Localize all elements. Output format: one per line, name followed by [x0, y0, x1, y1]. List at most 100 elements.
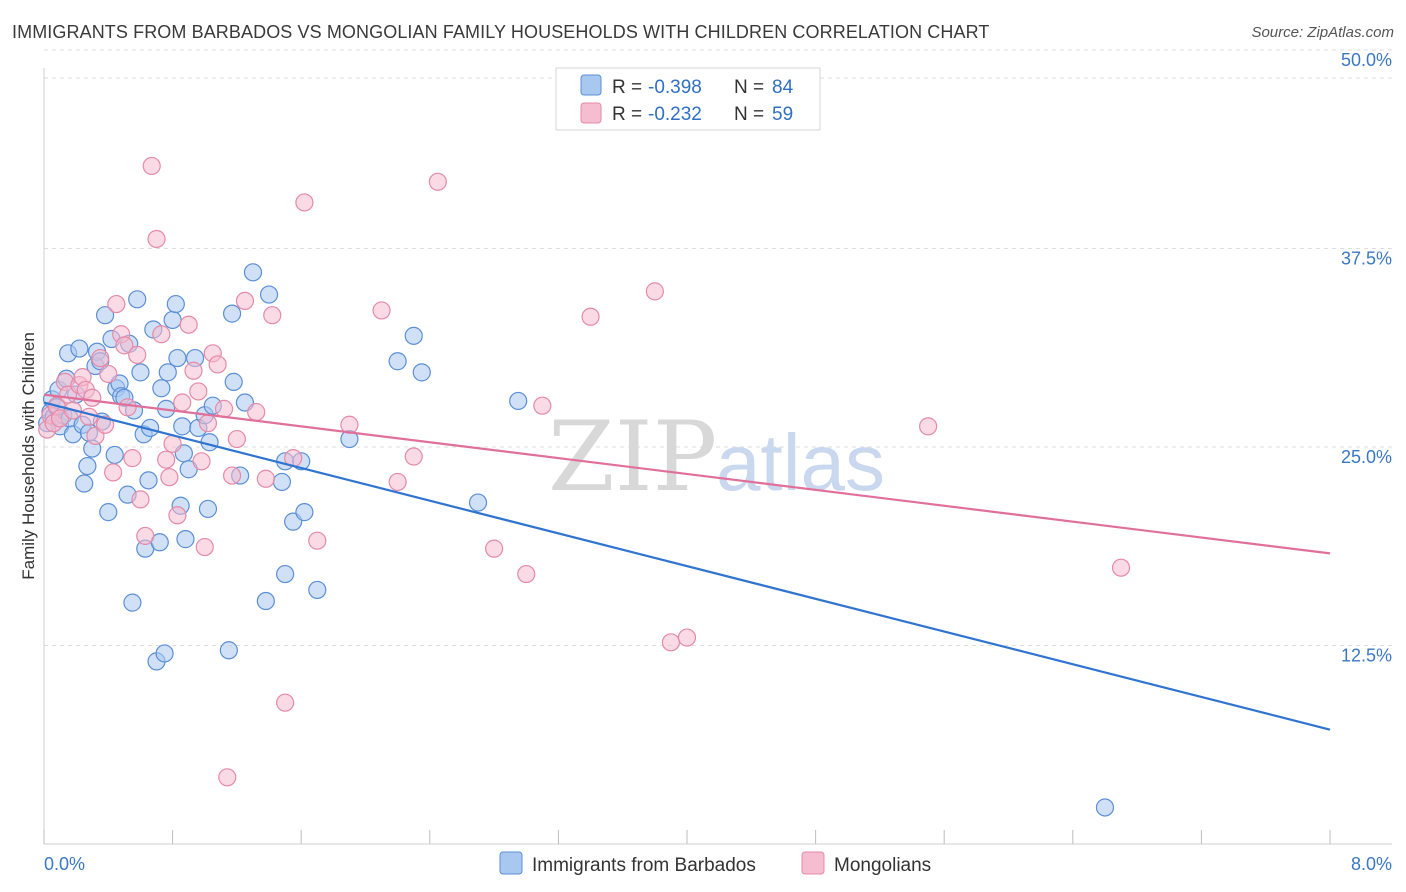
point-barbados: [99, 503, 118, 522]
point-mongolians: [295, 193, 314, 212]
x-ticks: [43, 830, 1331, 844]
point-mongolians: [247, 402, 266, 422]
point-mongolians: [168, 506, 187, 525]
point-barbados: [70, 339, 89, 358]
chart-title: IMMIGRANTS FROM BARBADOS VS MONGOLIAN FA…: [12, 22, 990, 42]
legend-r-label-1: R =: [612, 77, 642, 98]
point-barbados: [1095, 798, 1115, 817]
y-tick-label: 37.5%: [1341, 249, 1392, 269]
source-label: Source: ZipAtlas.com: [1251, 24, 1394, 41]
point-mongolians: [485, 539, 504, 558]
point-mongolians: [677, 628, 697, 647]
point-barbados: [509, 391, 528, 411]
point-barbados: [95, 306, 115, 325]
point-mongolians: [179, 315, 198, 334]
x-tick-label-min: 0.0%: [44, 854, 85, 874]
watermark: ZIP atlas: [548, 401, 885, 513]
point-barbados: [163, 310, 182, 330]
y-tick-label: 50.0%: [1341, 50, 1392, 70]
point-barbados: [158, 363, 177, 382]
point-barbados: [166, 294, 185, 314]
point-mongolians: [99, 364, 118, 384]
point-mongolians: [276, 693, 295, 712]
point-mongolians: [91, 348, 110, 368]
point-barbados: [256, 591, 275, 611]
point-mongolians: [104, 463, 123, 482]
point-barbados: [128, 290, 147, 309]
point-mongolians: [208, 355, 227, 374]
point-barbados: [78, 456, 97, 476]
legend-swatch-pink: [580, 102, 602, 124]
point-barbados: [105, 445, 124, 465]
stats-legend: R = -0.398 N = 84 R = -0.232 N = 59: [555, 67, 821, 131]
point-barbados: [168, 348, 187, 368]
point-barbados: [173, 417, 192, 436]
legend-n-value-2: 59: [772, 104, 793, 125]
point-mongolians: [195, 537, 214, 557]
point-mongolians: [152, 325, 171, 344]
series-legend-label-mongolians: Mongolians: [834, 855, 931, 876]
legend-r-value-1: -0.398: [648, 77, 702, 98]
point-mongolians: [147, 229, 166, 249]
point-barbados: [468, 493, 488, 512]
trend-line-mongolians: [43, 393, 1331, 555]
point-mongolians: [218, 768, 237, 787]
point-mongolians: [118, 398, 137, 417]
point-mongolians: [645, 282, 664, 301]
legend-r-value-2: -0.232: [648, 104, 702, 125]
series-legend-swatch-mongolians: [801, 851, 825, 875]
point-mongolians: [79, 407, 99, 426]
grid-lines: [44, 49, 1392, 646]
point-mongolians: [256, 469, 275, 488]
legend-n-value-1: 84: [772, 77, 794, 98]
point-mongolians: [173, 393, 192, 412]
point-mongolians: [308, 531, 327, 550]
point-mongolians: [198, 414, 218, 433]
point-mongolians: [263, 306, 282, 325]
point-barbados: [276, 564, 295, 584]
y-tick-labels: 12.5% 25.0% 37.5% 50.0%: [1341, 50, 1392, 666]
point-mongolians: [136, 526, 155, 546]
point-barbados: [224, 372, 243, 391]
point-mongolians: [428, 172, 447, 191]
x-tick-label-max: 8.0%: [1351, 854, 1392, 874]
watermark-atlas: atlas: [716, 418, 885, 507]
point-mongolians: [372, 301, 391, 320]
point-mongolians: [107, 294, 126, 314]
point-barbados: [75, 474, 94, 493]
point-mongolians: [533, 396, 552, 415]
point-mongolians: [404, 447, 423, 466]
legend-n-label-1: N =: [734, 77, 764, 98]
y-axis-label: Family Households with Children: [19, 332, 38, 580]
point-mongolians: [128, 345, 147, 364]
point-mongolians: [214, 399, 234, 418]
point-barbados: [222, 304, 242, 323]
point-mongolians: [131, 490, 150, 509]
point-barbados: [198, 499, 218, 519]
point-mongolians: [1111, 558, 1131, 577]
point-barbados: [412, 363, 431, 382]
watermark-zip: ZIP: [548, 401, 717, 513]
axes: [43, 68, 1392, 845]
point-mongolians: [227, 429, 246, 449]
point-barbados: [243, 263, 263, 282]
point-mongolians: [581, 307, 600, 326]
point-mongolians: [517, 564, 536, 584]
point-mongolians: [95, 415, 115, 434]
series-legend-label-barbados: Immigrants from Barbados: [532, 855, 756, 876]
legend-swatch-blue: [580, 74, 602, 96]
point-barbados: [295, 503, 314, 522]
point-mongolians: [919, 417, 938, 436]
point-mongolians: [123, 449, 142, 468]
trend-lines: [43, 393, 1331, 731]
point-barbados: [176, 530, 195, 549]
legend-r-label-2: R =: [612, 104, 642, 125]
point-barbados: [388, 352, 407, 371]
series-points-mongolians: [38, 156, 1131, 787]
point-barbados: [308, 580, 327, 600]
point-mongolians: [115, 336, 134, 355]
point-barbados: [219, 641, 238, 660]
point-mongolians: [661, 633, 681, 652]
point-mongolians: [83, 388, 102, 407]
